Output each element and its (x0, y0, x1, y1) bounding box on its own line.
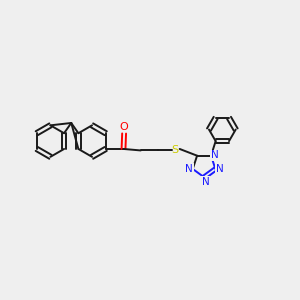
Text: N: N (211, 150, 218, 160)
Text: S: S (171, 146, 178, 155)
Text: N: N (216, 164, 224, 174)
Text: O: O (120, 122, 128, 132)
Text: N: N (185, 164, 193, 174)
Text: N: N (202, 177, 209, 187)
